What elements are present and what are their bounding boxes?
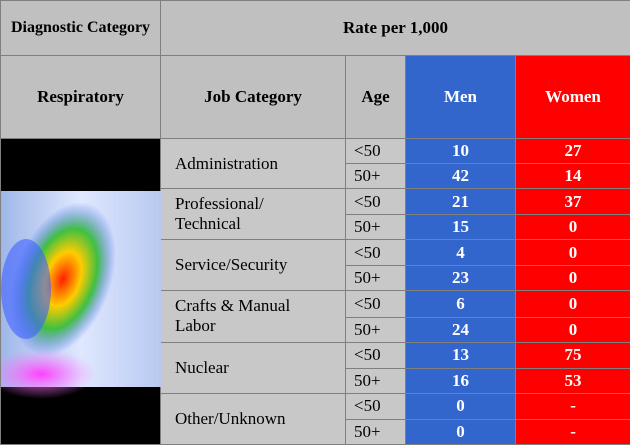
age-cell: 50+ — [346, 266, 406, 291]
xray-image — [1, 139, 161, 444]
women-cell: 0 — [516, 317, 630, 342]
job-cell: Other/Unknown — [161, 393, 346, 444]
job-cell: Administration — [161, 139, 346, 189]
men-cell: 0 — [406, 393, 516, 419]
header-cell: Diagnostic Category — [1, 1, 161, 56]
age-cell: 50+ — [346, 317, 406, 342]
header-cell: Women — [516, 56, 630, 139]
men-cell: 0 — [406, 420, 516, 445]
age-cell: 50+ — [346, 420, 406, 445]
men-cell: 4 — [406, 240, 516, 266]
women-cell: 0 — [516, 266, 630, 291]
header-cell: Respiratory — [1, 56, 161, 139]
header-row: Respiratory Job Category Age Men Women — [1, 56, 630, 139]
age-cell: <50 — [346, 393, 406, 419]
men-cell: 42 — [406, 164, 516, 189]
age-cell: <50 — [346, 139, 406, 164]
header-cell: Job Category — [161, 56, 346, 139]
age-cell: <50 — [346, 342, 406, 368]
men-cell: 16 — [406, 368, 516, 393]
men-cell: 10 — [406, 139, 516, 164]
women-cell: 0 — [516, 240, 630, 266]
header-row: Diagnostic Category Rate per 1,000 — [1, 1, 630, 56]
women-cell: 0 — [516, 215, 630, 240]
women-cell: 37 — [516, 189, 630, 215]
header-cell: Men — [406, 56, 516, 139]
men-cell: 23 — [406, 266, 516, 291]
job-cell: Crafts & Manual Labor — [161, 291, 346, 342]
women-cell: 75 — [516, 342, 630, 368]
age-cell: 50+ — [346, 164, 406, 189]
age-cell: <50 — [346, 291, 406, 317]
men-cell: 24 — [406, 317, 516, 342]
women-cell: 53 — [516, 368, 630, 393]
header-cell: Rate per 1,000 — [161, 1, 630, 56]
age-cell: <50 — [346, 240, 406, 266]
job-cell: Professional/ Technical — [161, 189, 346, 240]
men-cell: 6 — [406, 291, 516, 317]
women-cell: - — [516, 420, 630, 445]
women-cell: 27 — [516, 139, 630, 164]
job-cell: Service/Security — [161, 240, 346, 291]
image-cell — [1, 139, 161, 445]
age-cell: 50+ — [346, 368, 406, 393]
women-cell: 14 — [516, 164, 630, 189]
header-cell: Age — [346, 56, 406, 139]
men-cell: 15 — [406, 215, 516, 240]
men-cell: 21 — [406, 189, 516, 215]
women-cell: - — [516, 393, 630, 419]
age-cell: <50 — [346, 189, 406, 215]
men-cell: 13 — [406, 342, 516, 368]
age-cell: 50+ — [346, 215, 406, 240]
women-cell: 0 — [516, 291, 630, 317]
job-cell: Nuclear — [161, 342, 346, 393]
